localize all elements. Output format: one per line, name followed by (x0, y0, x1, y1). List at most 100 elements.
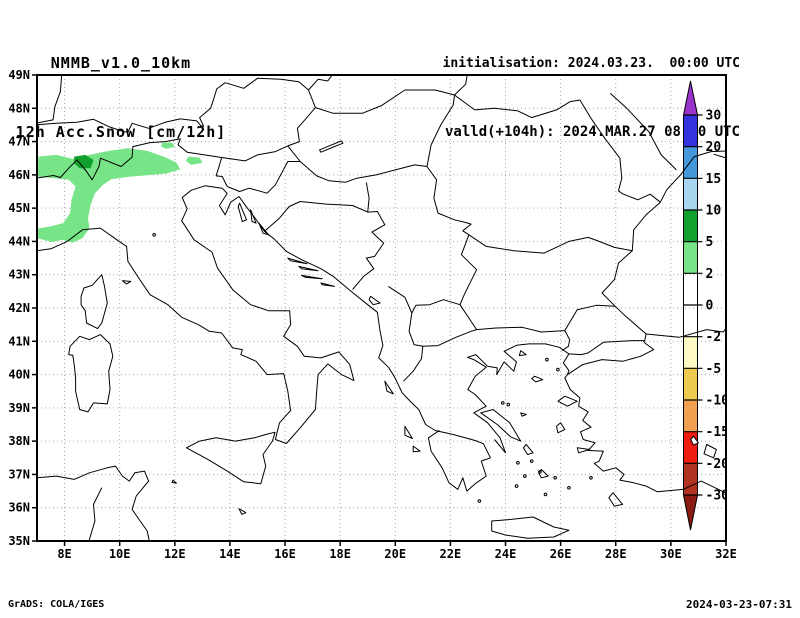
lat-tick-label: 43N (8, 268, 30, 282)
island-outline (412, 445, 421, 453)
coastline-path (108, 82, 226, 133)
colorbar-over-arrow (682, 80, 699, 116)
coastline-path (403, 346, 424, 382)
island-outline (557, 395, 578, 407)
colorbar-under-arrow (682, 494, 699, 531)
island-outline (491, 516, 570, 539)
lat-tick-label: 35N (8, 534, 30, 548)
coastline-path (564, 304, 616, 331)
island-outline (80, 274, 108, 330)
coastline-path (37, 185, 491, 492)
island-outline (531, 375, 544, 383)
islet-dot (152, 232, 156, 237)
colorbar-segment (683, 463, 698, 495)
coastline-path (287, 89, 455, 183)
coastline-path (225, 75, 333, 91)
lon-tick-label: 26E (550, 547, 572, 561)
colorbar-label: 30 (706, 109, 722, 124)
grads-credit: GrADS: COLA/IGES (8, 599, 105, 610)
title-block: NMMB_v1.0_10km 12h Acc.Snow [cm/12h] (14, 6, 228, 190)
islet-dot (529, 459, 534, 463)
coastline-path (579, 99, 661, 203)
colorbar-segment (683, 400, 698, 432)
islet-dot (516, 460, 520, 465)
init-time-line: initialisation: 2024.03.23. 00:00 UTC (442, 56, 740, 71)
colorbar-label: 10 (706, 204, 722, 219)
lat-tick-label: 36N (8, 501, 30, 515)
coastline-path (215, 157, 228, 187)
colorbar-label: -30 (706, 489, 730, 504)
lat-tick-label: 38N (8, 434, 30, 448)
coastline-path (454, 75, 468, 96)
colorbar-label: 0 (706, 299, 714, 314)
coastline-path (561, 330, 571, 352)
lat-tick-label: 47N (8, 135, 30, 149)
islet-dot (538, 469, 542, 474)
coastline-path (474, 99, 580, 119)
islet-dot (556, 367, 560, 372)
island-outline (556, 422, 566, 434)
coastline-path (365, 182, 370, 213)
lat-tick-label: 42N (8, 301, 30, 315)
lake-outline (703, 444, 717, 459)
colorbar-label: 2 (706, 267, 714, 282)
colorbar-label: 15 (706, 172, 722, 187)
colorbar-segment (683, 336, 698, 369)
islet-dot (567, 485, 571, 490)
coastline-path (609, 92, 677, 171)
lon-tick-label: 18E (329, 547, 351, 561)
colorbar-segment (683, 146, 698, 179)
coastline-path (37, 138, 289, 181)
colorbar-segment (683, 368, 698, 400)
islet-dot (553, 475, 557, 480)
islet-dot (514, 484, 519, 488)
island-outline (576, 447, 591, 454)
lon-tick-label: 8E (57, 547, 71, 561)
lake-outline (690, 435, 699, 446)
coastline-path (468, 234, 633, 254)
island-outline (185, 431, 276, 485)
coastline-path (308, 89, 316, 108)
colorbar-label: -20 (706, 457, 730, 472)
islet-dot (545, 357, 549, 362)
island-outline (384, 380, 394, 395)
colorbar-label: -2 (706, 330, 722, 345)
island-outline (608, 492, 624, 507)
island-outline (250, 209, 257, 224)
coastline-path (567, 340, 655, 376)
axes: 49N 48N 47N 46N 45N 44N 43N 42N 41N 40N 39N 38N 37N 3… (8, 68, 737, 561)
coastline-path (88, 487, 103, 541)
coastline-path (562, 353, 726, 494)
lake-outline (319, 140, 344, 153)
lon-tick-label: 14E (219, 547, 241, 561)
coastline-path (713, 153, 726, 158)
lat-tick-label: 48N (8, 101, 30, 115)
islet-dot (543, 492, 548, 497)
coastline-path (476, 326, 565, 333)
colorbar-segment (683, 178, 698, 210)
island-outline (518, 350, 527, 357)
island-outline (287, 257, 308, 265)
model-title: NMMB_v1.0_10km (50, 54, 192, 72)
island-outline (404, 425, 413, 439)
lon-tick-label: 22E (440, 547, 462, 561)
coastline-path (227, 161, 301, 194)
snow-area-alps-band-2-5cm (37, 148, 181, 243)
colorbar-label: 5 (706, 235, 714, 250)
lat-tick-label: 37N (8, 467, 30, 481)
lon-tick-label: 30E (660, 547, 682, 561)
coastline-path (467, 327, 726, 454)
coastline-path (659, 150, 726, 203)
islet-dot (500, 401, 505, 405)
colorbar-segment (683, 431, 698, 464)
islet-dot (523, 474, 527, 478)
island-outline (522, 444, 534, 455)
coastlines-borders (37, 75, 726, 541)
lon-tick-label: 12E (164, 547, 186, 561)
lat-tick-label: 45N (8, 201, 30, 215)
snow-area-tyrol-blob-2-5cm (161, 142, 175, 149)
island-outline (520, 412, 527, 417)
